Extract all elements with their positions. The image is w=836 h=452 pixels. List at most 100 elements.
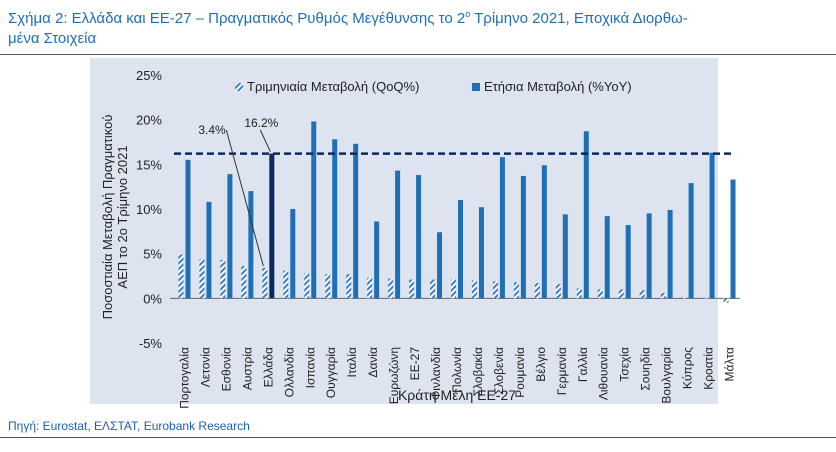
- qoq-bar: [702, 298, 708, 299]
- x-tick-label: Μάλτα: [723, 347, 737, 382]
- y-tick-label: 25%: [136, 68, 162, 83]
- chart-background-panel: [90, 58, 718, 404]
- qoq-bar: [618, 289, 624, 299]
- yoy-bar: [625, 225, 631, 299]
- yoy-bar: [688, 183, 694, 299]
- yoy-bar: [562, 214, 568, 299]
- qoq-bar: [471, 280, 477, 299]
- x-tick-label: Πορτογαλία: [177, 347, 191, 409]
- source-note: Πηγή: Eurostat, ΕΛΣΤΑΤ, Eurobank Researc…: [8, 419, 250, 433]
- yoy-bar: [604, 216, 610, 299]
- yoy-bar: [437, 232, 443, 299]
- x-tick-label: Λιθουανία: [597, 347, 611, 400]
- yoy-bar: [269, 153, 275, 299]
- yoy-bar: [583, 131, 589, 299]
- y-tick-label: 15%: [136, 157, 162, 172]
- qoq-bar: [220, 259, 226, 299]
- qoq-bar: [681, 297, 687, 299]
- x-tick-label: Σλοβενία: [492, 347, 506, 395]
- bottom-divider: [0, 437, 836, 438]
- qoq-bar: [409, 279, 415, 299]
- qoq-bar: [325, 274, 331, 299]
- yoy-bar: [374, 221, 380, 299]
- yoy-bar: [478, 207, 484, 299]
- figure-title-line1-end: Τρίμηνο 2021, Εποχικά Διορθω-: [470, 10, 688, 27]
- qoq-bar: [178, 254, 184, 299]
- x-tick-label: ΕΕ-27: [408, 347, 422, 381]
- x-tick-label: Δανία: [366, 347, 380, 378]
- yoy-bar: [290, 209, 296, 299]
- yoy-bar: [353, 143, 359, 299]
- qoq-bar: [723, 298, 729, 303]
- figure-title-line2: μένα Στοιχεία: [8, 30, 97, 47]
- x-tick-label: Φινλανδία: [429, 347, 443, 400]
- qoq-bar: [241, 266, 247, 299]
- qoq-bar: [451, 279, 456, 299]
- yoy-bar: [332, 139, 338, 299]
- x-tick-label: Ισπανία: [303, 347, 317, 388]
- y-axis-title-line1: Ποσοστιαία Μεταβολή Πραγματικού: [100, 115, 115, 320]
- y-tick-label: 0%: [143, 291, 162, 306]
- figure-title-sup: ο: [465, 9, 471, 19]
- yoy-bar: [520, 175, 526, 299]
- yoy-bar: [709, 152, 715, 299]
- title-divider: [0, 54, 836, 55]
- yoy-bar: [395, 170, 401, 299]
- y-tick-label: -5%: [139, 336, 163, 351]
- y-tick-label: 5%: [143, 247, 162, 262]
- legend-qoq-label: Τριμηνιαία Μεταβολή (QoQ%): [247, 79, 419, 94]
- x-tick-label: Λετονία: [198, 347, 212, 387]
- x-tick-label: Τσεχία: [618, 347, 632, 382]
- x-tick-label: Γερμανία: [555, 347, 569, 395]
- x-tick-label: Βουλγαρία: [660, 347, 674, 404]
- annotation-qoq-leader: [225, 129, 264, 267]
- yoy-bar: [311, 121, 317, 299]
- x-tick-label: Εσθονία: [219, 347, 233, 391]
- yoy-bar: [185, 159, 191, 299]
- x-tick-label: Ολλανδία: [282, 347, 296, 397]
- qoq-bar: [346, 274, 352, 299]
- yoy-bar: [416, 175, 422, 299]
- x-tick-label: Ευρωζώνη: [387, 347, 401, 404]
- x-tick-label: Κύπρος: [681, 347, 695, 389]
- yoy-bar: [646, 213, 652, 299]
- legend-yoy-label: Ετήσια Μεταβολή (%YoY): [484, 79, 632, 94]
- y-tick-label: 10%: [136, 202, 162, 217]
- x-tick-label: Ελλάδα: [261, 347, 275, 387]
- x-tick-label: Γαλλία: [576, 347, 590, 382]
- figure-title-line1: Σχήμα 2: Ελλάδα και ΕΕ-27 – Πραγματικός …: [8, 10, 466, 27]
- qoq-bar: [388, 278, 394, 299]
- qoq-bar: [492, 281, 498, 299]
- x-tick-label: Ρουμανία: [513, 347, 527, 398]
- qoq-bar: [367, 277, 373, 299]
- qoq-bar: [597, 289, 603, 299]
- x-axis-title: Κράτη Μέλη ΕΕ-27: [398, 387, 516, 403]
- x-tick-label: Βέλγιο: [534, 347, 548, 382]
- yoy-bar: [206, 201, 212, 299]
- annotation-yoy: 16.2%: [244, 116, 278, 130]
- qoq-bar: [513, 282, 519, 299]
- legend-qoq-swatch: [235, 83, 243, 91]
- y-axis-title-line2: ΑΕΠ το 2ο Τρίμηνο 2021: [115, 145, 130, 288]
- legend-yoy-swatch: [472, 83, 480, 91]
- x-tick-label: Σουηδία: [639, 347, 653, 391]
- yoy-bar: [667, 209, 673, 299]
- x-tick-label: Πολωνία: [450, 347, 464, 393]
- x-tick-label: Αυστρία: [240, 347, 254, 390]
- x-tick-label: Κροατία: [702, 347, 716, 390]
- yoy-bar: [541, 165, 547, 299]
- yoy-bar: [499, 157, 505, 299]
- qoq-bar: [283, 270, 289, 299]
- annotation-yoy-leader: [259, 129, 271, 152]
- qoq-bar: [304, 273, 310, 299]
- figure-title: Σχήμα 2: Ελλάδα και ΕΕ-27 – Πραγματικός …: [8, 4, 830, 49]
- qoq-bar: [199, 259, 205, 299]
- yoy-bar: [730, 179, 736, 299]
- qoq-bar: [576, 288, 582, 299]
- qoq-bar: [262, 267, 268, 299]
- x-tick-label: Ουγγαρία: [324, 347, 338, 398]
- qoq-bar: [555, 284, 561, 299]
- yoy-bar: [227, 174, 233, 299]
- yoy-bar: [458, 200, 463, 299]
- qoq-bar: [534, 283, 540, 299]
